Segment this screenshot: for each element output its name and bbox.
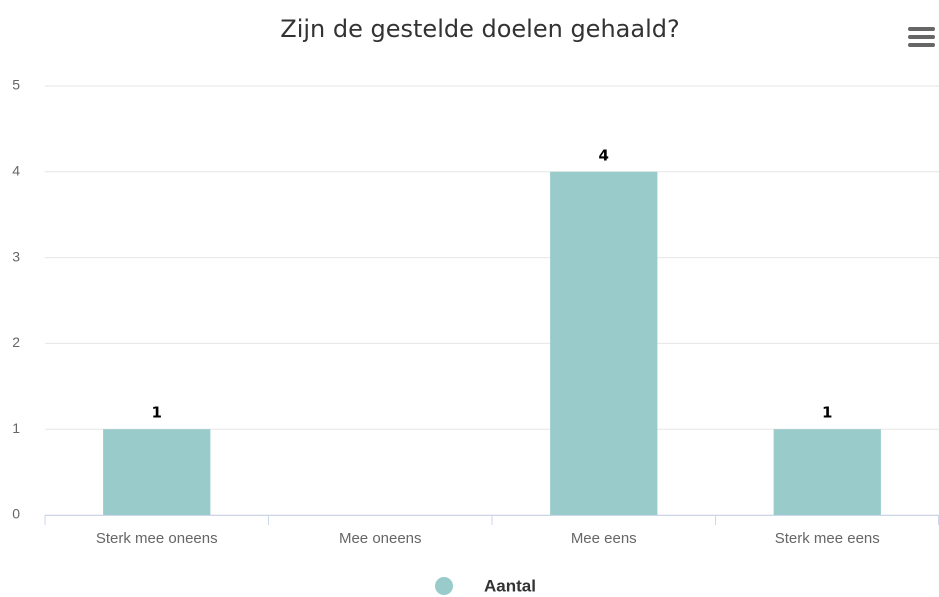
x-tick-label: Mee oneens: [339, 530, 422, 547]
data-label: 4: [599, 146, 609, 164]
bar: [103, 429, 211, 515]
x-tick-label: Sterk mee eens: [775, 530, 880, 547]
data-label: 1: [822, 404, 832, 422]
legend-marker: [435, 577, 453, 595]
y-tick-label: 1: [12, 420, 20, 436]
x-tick-label: Mee eens: [571, 530, 637, 547]
menu-bar: [908, 35, 935, 39]
bar: [550, 171, 658, 516]
y-tick-label: 4: [12, 163, 20, 179]
data-label: 1: [152, 404, 162, 422]
menu-bar: [908, 43, 935, 47]
y-tick-label: 0: [12, 506, 20, 522]
y-tick-label: 5: [12, 77, 20, 93]
y-tick-label: 3: [12, 248, 20, 264]
menu-bar: [908, 27, 935, 31]
legend-label: Aantal: [484, 576, 536, 595]
x-tick-label: Sterk mee oneens: [96, 530, 218, 547]
menu-button[interactable]: [908, 27, 935, 47]
y-tick-label: 2: [12, 334, 20, 350]
bar: [773, 429, 881, 515]
chart-title: Zijn de gestelde doelen gehaald?: [280, 15, 679, 43]
